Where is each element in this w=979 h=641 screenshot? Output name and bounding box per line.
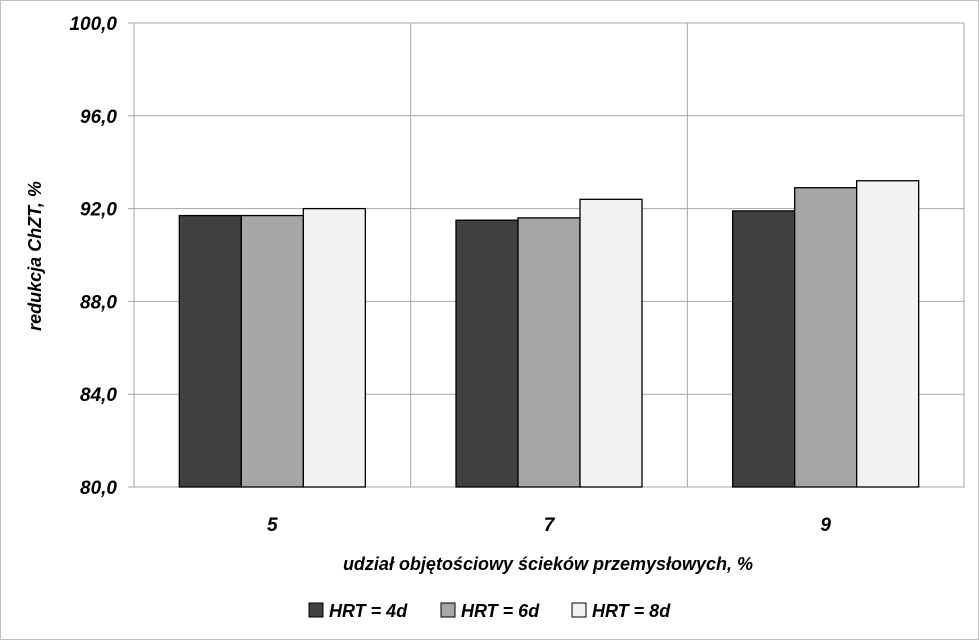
bar-hrt-4d-7: [455, 219, 519, 488]
x-tick-label: 5: [267, 515, 278, 536]
legend: HRT = 4d HRT = 6d HRT = 8d: [308, 601, 671, 621]
y-axis-ticks: 80,0 84,0 88,0 92,0 96,0 100,0: [69, 14, 134, 499]
y-tick-label: 100,0: [69, 14, 117, 35]
legend-label: HRT = 4d: [329, 601, 408, 621]
legend-swatch: [308, 602, 324, 618]
x-axis-ticks: 5 7 9: [267, 515, 831, 536]
y-tick-label: 92,0: [80, 200, 117, 221]
bar-hrt-8d-9: [856, 180, 920, 488]
bar-hrt-8d-5: [302, 207, 366, 488]
bar-hrt-4d-9: [732, 210, 796, 488]
y-tick-label: 88,0: [80, 292, 117, 313]
y-axis-label: redukcja ChZT, %: [25, 181, 45, 331]
legend-label: HRT = 6d: [461, 601, 540, 621]
x-tick-label: 7: [544, 515, 556, 536]
y-tick-label: 84,0: [80, 385, 117, 406]
bar-hrt-6d-5: [240, 214, 304, 488]
legend-label: HRT = 8d: [592, 601, 671, 621]
bar-hrt-6d-7: [517, 217, 581, 488]
legend-swatch: [440, 602, 456, 618]
x-axis-label: udział objętościowy ścieków przemysłowyc…: [343, 554, 753, 574]
bar-hrt-4d-5: [178, 214, 242, 488]
legend-swatch: [571, 602, 587, 618]
y-tick-label: 80,0: [80, 478, 117, 499]
bar-hrt-8d-7: [579, 198, 643, 488]
x-tick-label: 9: [820, 515, 831, 536]
y-tick-label: 96,0: [80, 107, 117, 128]
bar-hrt-6d-9: [794, 187, 858, 488]
bars: [178, 180, 920, 488]
